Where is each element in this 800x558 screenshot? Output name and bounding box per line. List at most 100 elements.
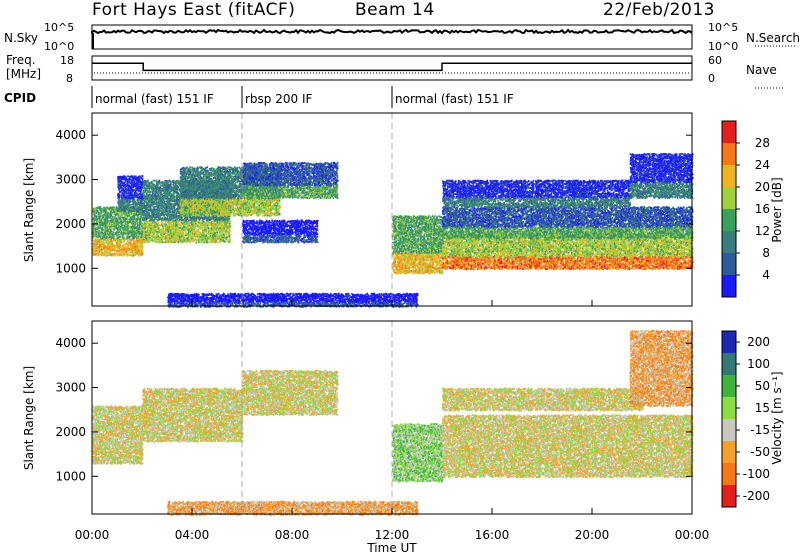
heat-cell bbox=[120, 245, 122, 247]
heat-cell bbox=[139, 226, 141, 228]
heat-cell bbox=[143, 233, 145, 235]
noise-left-tick-bottom: 10^0 bbox=[44, 40, 74, 53]
heat-cell bbox=[138, 176, 140, 178]
heat-cell bbox=[141, 201, 143, 203]
heat-cell bbox=[139, 213, 141, 215]
heat-cell bbox=[119, 231, 121, 233]
heat-cell bbox=[170, 211, 172, 213]
heat-cell bbox=[150, 191, 152, 193]
heat-cell bbox=[171, 224, 173, 226]
heat-cell bbox=[123, 188, 125, 190]
noise-panel-frame bbox=[92, 25, 692, 49]
heat-cell bbox=[142, 253, 144, 255]
heat-cell bbox=[124, 195, 126, 197]
heat-cell bbox=[115, 208, 117, 210]
heat-cell bbox=[171, 203, 173, 205]
heat-cell bbox=[117, 210, 119, 212]
heat-cell bbox=[115, 218, 117, 220]
power-heatmap bbox=[92, 113, 694, 308]
cpid-segment-label: normal (fast) 151 IF bbox=[95, 92, 214, 106]
freq-label-line2: [MHz] bbox=[6, 67, 41, 81]
heat-cell bbox=[169, 191, 171, 193]
heat-cell bbox=[140, 191, 142, 193]
heat-cell bbox=[124, 190, 126, 192]
heat-cell bbox=[131, 210, 133, 212]
heat-cell bbox=[123, 221, 125, 223]
heat-cell bbox=[144, 200, 146, 202]
heat-cell bbox=[120, 185, 122, 187]
heat-cell bbox=[109, 224, 111, 226]
heat-cell bbox=[163, 189, 165, 191]
heat-cell bbox=[152, 238, 154, 240]
heat-cell bbox=[100, 246, 102, 248]
heat-cell bbox=[152, 199, 154, 201]
heat-cell bbox=[141, 216, 143, 218]
heat-cell bbox=[144, 228, 146, 230]
heat-cell bbox=[108, 216, 110, 218]
heat-cell bbox=[151, 181, 153, 183]
heat-cell bbox=[164, 215, 166, 217]
nave-label: Nave bbox=[746, 63, 777, 77]
heat-cell bbox=[129, 254, 131, 256]
heat-cell bbox=[153, 227, 155, 229]
noise-right-tick-bottom: 10^0 bbox=[708, 40, 738, 53]
heat-cell bbox=[132, 230, 134, 232]
cpid-segment-label: normal (fast) 151 IF bbox=[395, 92, 514, 106]
heat-cell bbox=[173, 194, 175, 196]
heat-cell bbox=[95, 225, 97, 227]
heat-cell bbox=[139, 184, 141, 186]
freq-trace bbox=[92, 63, 692, 73]
heat-cell bbox=[130, 204, 132, 206]
heat-cell bbox=[101, 227, 103, 229]
heat-cell bbox=[119, 212, 121, 214]
heat-cell bbox=[132, 252, 134, 254]
heat-cell bbox=[133, 201, 135, 203]
heat-cell bbox=[119, 196, 121, 198]
noise-sky-line bbox=[92, 30, 692, 33]
heat-cell bbox=[142, 175, 144, 177]
heat-cell bbox=[167, 216, 169, 218]
heat-cell bbox=[155, 206, 157, 208]
heat-cell bbox=[169, 209, 171, 211]
heat-cell bbox=[162, 217, 164, 219]
heat-cell bbox=[149, 237, 151, 239]
heat-cell bbox=[129, 205, 131, 207]
heat-cell bbox=[147, 180, 149, 182]
heat-cell bbox=[163, 198, 165, 200]
heat-cell bbox=[113, 231, 115, 233]
date-title: 22/Feb/2013 bbox=[603, 0, 715, 20]
heat-cell bbox=[146, 183, 148, 185]
heat-cell bbox=[126, 243, 128, 245]
heat-cell bbox=[157, 241, 159, 243]
heat-cell bbox=[103, 242, 105, 244]
heat-cell bbox=[99, 241, 101, 243]
heat-cell bbox=[114, 229, 116, 231]
heat-cell bbox=[97, 250, 99, 252]
heat-cell bbox=[142, 250, 144, 252]
heat-cell bbox=[117, 250, 119, 252]
heat-cell bbox=[135, 223, 137, 225]
heat-cell bbox=[95, 239, 97, 241]
heat-cell bbox=[130, 243, 132, 245]
heat-cell bbox=[111, 228, 113, 230]
heat-cell bbox=[127, 240, 129, 242]
heat-cell bbox=[113, 227, 115, 229]
heat-cell bbox=[118, 234, 120, 236]
heat-cell bbox=[170, 182, 172, 184]
heat-cell bbox=[102, 223, 104, 225]
heat-cell bbox=[116, 234, 118, 236]
heat-cell bbox=[124, 221, 126, 223]
heat-cell bbox=[154, 180, 156, 182]
heat-cell bbox=[119, 194, 121, 196]
heat-cell bbox=[136, 189, 138, 191]
heat-cell bbox=[107, 221, 109, 223]
noise-left-tick-top: 10^5 bbox=[44, 21, 74, 34]
heat-cell bbox=[165, 221, 167, 223]
heat-cell bbox=[119, 229, 121, 231]
heat-cell bbox=[162, 181, 164, 183]
heat-cell bbox=[104, 239, 106, 241]
heat-cell bbox=[115, 214, 117, 216]
heat-cell bbox=[114, 235, 116, 237]
